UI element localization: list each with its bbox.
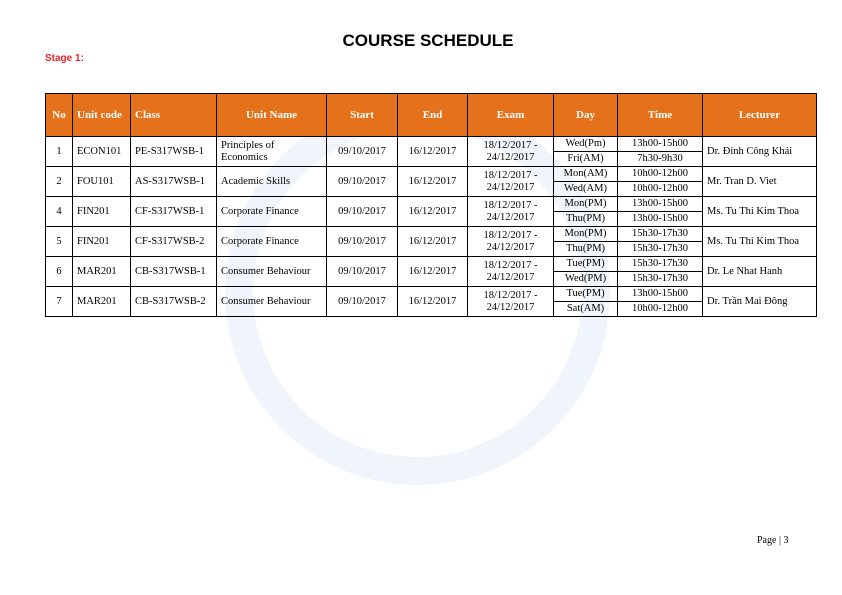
class-cell: CB-S317WSB-1: [130, 256, 217, 287]
table-row: Wed(PM) 15h30-17h30: [46, 271, 817, 287]
column-header: Day: [553, 93, 618, 137]
lecturer-cell: Ms. Tu Thi Kim Thoa: [702, 226, 817, 257]
no-cell: 7: [45, 286, 73, 317]
time-cell: 15h30-17h30: [617, 226, 703, 242]
start-cell: 09/10/2017: [326, 226, 398, 257]
column-header: Unit Name: [216, 93, 327, 137]
unit-name-cell: Corporate Finance: [216, 226, 327, 257]
column-header: End: [397, 93, 468, 137]
exam-cell: 18/12/2017 - 24/12/2017: [467, 226, 554, 257]
day-cell: Tue(PM): [553, 256, 618, 272]
class-cell: PE-S317WSB-1: [130, 136, 217, 167]
exam-cell: 18/12/2017 - 24/12/2017: [467, 166, 554, 197]
exam-cell: 18/12/2017 - 24/12/2017: [467, 286, 554, 317]
table-row: 5 FIN201 CF-S317WSB-2 Corporate Finance 09/1…: [45, 226, 817, 257]
lecturer-cell: Ms. Tu Thi Kim Thoa: [702, 196, 817, 227]
lecturer-cell: Dr. Trần Mai Đông: [702, 286, 817, 317]
table-body: 1 ECON101 PE-S317WSB-1 Principles of Econom…: [45, 136, 817, 317]
start-cell: 09/10/2017: [326, 256, 398, 287]
table-row: Thu(PM) 15h30-17h30: [46, 241, 817, 257]
unit-code-cell: MAR201: [72, 256, 131, 287]
end-cell: 16/12/2017: [397, 256, 468, 287]
unit-name-cell: Principles of Economics: [216, 136, 327, 167]
table-row: 6 MAR201 CB-S317WSB-1 Consumer Behaviour 09/…: [45, 256, 817, 287]
no-cell: 5: [45, 226, 73, 257]
column-header: Time: [617, 93, 703, 137]
end-cell: 16/12/2017: [397, 196, 468, 227]
time-cell: 13h00-15h00: [617, 196, 703, 212]
day-cell: Wed(AM): [553, 181, 618, 197]
stage-label: Stage 1:: [45, 53, 84, 64]
column-header: Class: [130, 93, 217, 137]
class-cell: CF-S317WSB-2: [130, 226, 217, 257]
time-cell: 15h30-17h30: [617, 241, 703, 257]
day-cell: Fri(AM): [553, 151, 618, 167]
unit-code-cell: MAR201: [72, 286, 131, 317]
end-cell: 16/12/2017: [397, 166, 468, 197]
exam-cell: 18/12/2017 - 24/12/2017: [467, 256, 554, 287]
lecturer-cell: Dr. Đinh Công Khải: [702, 136, 817, 167]
no-cell: 1: [45, 136, 73, 167]
time-cell: 10h00-12h00: [617, 166, 703, 182]
unit-name-cell: Academic Skills: [216, 166, 327, 197]
class-cell: CF-S317WSB-1: [130, 196, 217, 227]
day-cell: Tue(PM): [553, 286, 618, 302]
column-header: Exam: [467, 93, 554, 137]
table-row: Sat(AM) 10h00-12h00: [46, 301, 817, 317]
start-cell: 09/10/2017: [326, 166, 398, 197]
time-cell: 7h30-9h30: [617, 151, 703, 167]
day-cell: Thu(PM): [553, 211, 618, 227]
start-cell: 09/10/2017: [326, 196, 398, 227]
column-header: Start: [326, 93, 398, 137]
time-cell: 13h00-15h00: [617, 211, 703, 227]
unit-name-cell: Corporate Finance: [216, 196, 327, 227]
header-row: No Unit code Class Unit Name Start End Exam Day…: [45, 93, 817, 137]
page-number: Page | 3: [757, 535, 789, 546]
time-cell: 15h30-17h30: [617, 256, 703, 272]
unit-name-cell: Consumer Behaviour: [216, 286, 327, 317]
start-cell: 09/10/2017: [326, 286, 398, 317]
table-row: 4 FIN201 CF-S317WSB-1 Corporate Finance 09/1…: [45, 196, 817, 227]
exam-cell: 18/12/2017 - 24/12/2017: [467, 196, 554, 227]
day-cell: Wed(PM): [553, 271, 618, 287]
lecturer-cell: Mr. Tran D. Viet: [702, 166, 817, 197]
schedule-table: No Unit code Class Unit Name Start End Exam Day…: [45, 93, 817, 317]
end-cell: 16/12/2017: [397, 286, 468, 317]
start-cell: 09/10/2017: [326, 136, 398, 167]
lecturer-cell: Dr. Le Nhat Hanh: [702, 256, 817, 287]
class-cell: AS-S317WSB-1: [130, 166, 217, 197]
column-header: Lecturer: [702, 93, 817, 137]
title: COURSE SCHEDULE: [342, 31, 514, 50]
class-cell: CB-S317WSB-2: [130, 286, 217, 317]
column-header: No: [45, 93, 73, 137]
time-cell: 10h00-12h00: [617, 181, 703, 197]
table-row: 2 FOU101 AS-S317WSB-1 Academic Skills 09/10/…: [45, 166, 817, 197]
day-cell: Sat(AM): [553, 301, 618, 317]
day-cell: Mon(PM): [553, 196, 618, 212]
day-cell: Wed(Pm): [553, 136, 618, 152]
unit-code-cell: FIN201: [72, 226, 131, 257]
unit-name-cell: Consumer Behaviour: [216, 256, 327, 287]
day-cell: Mon(PM): [553, 226, 618, 242]
end-cell: 16/12/2017: [397, 136, 468, 167]
time-cell: 13h00-15h00: [617, 136, 703, 152]
time-cell: 13h00-15h00: [617, 286, 703, 302]
time-cell: 15h30-17h30: [617, 271, 703, 287]
exam-cell: 18/12/2017 - 24/12/2017: [467, 136, 554, 167]
table-row: 1 ECON101 PE-S317WSB-1 Principles of Econom…: [45, 136, 817, 167]
day-cell: Thu(PM): [553, 241, 618, 257]
column-header: Unit code: [72, 93, 131, 137]
unit-code-cell: ECON101: [72, 136, 131, 167]
day-cell: Mon(AM): [553, 166, 618, 182]
table-row: 7 MAR201 CB-S317WSB-2 Consumer Behaviour 09/…: [45, 286, 817, 317]
no-cell: 4: [45, 196, 73, 227]
no-cell: 2: [45, 166, 73, 197]
time-cell: 10h00-12h00: [617, 301, 703, 317]
no-cell: 6: [45, 256, 73, 287]
unit-code-cell: FOU101: [72, 166, 131, 197]
end-cell: 16/12/2017: [397, 226, 468, 257]
unit-code-cell: FIN201: [72, 196, 131, 227]
